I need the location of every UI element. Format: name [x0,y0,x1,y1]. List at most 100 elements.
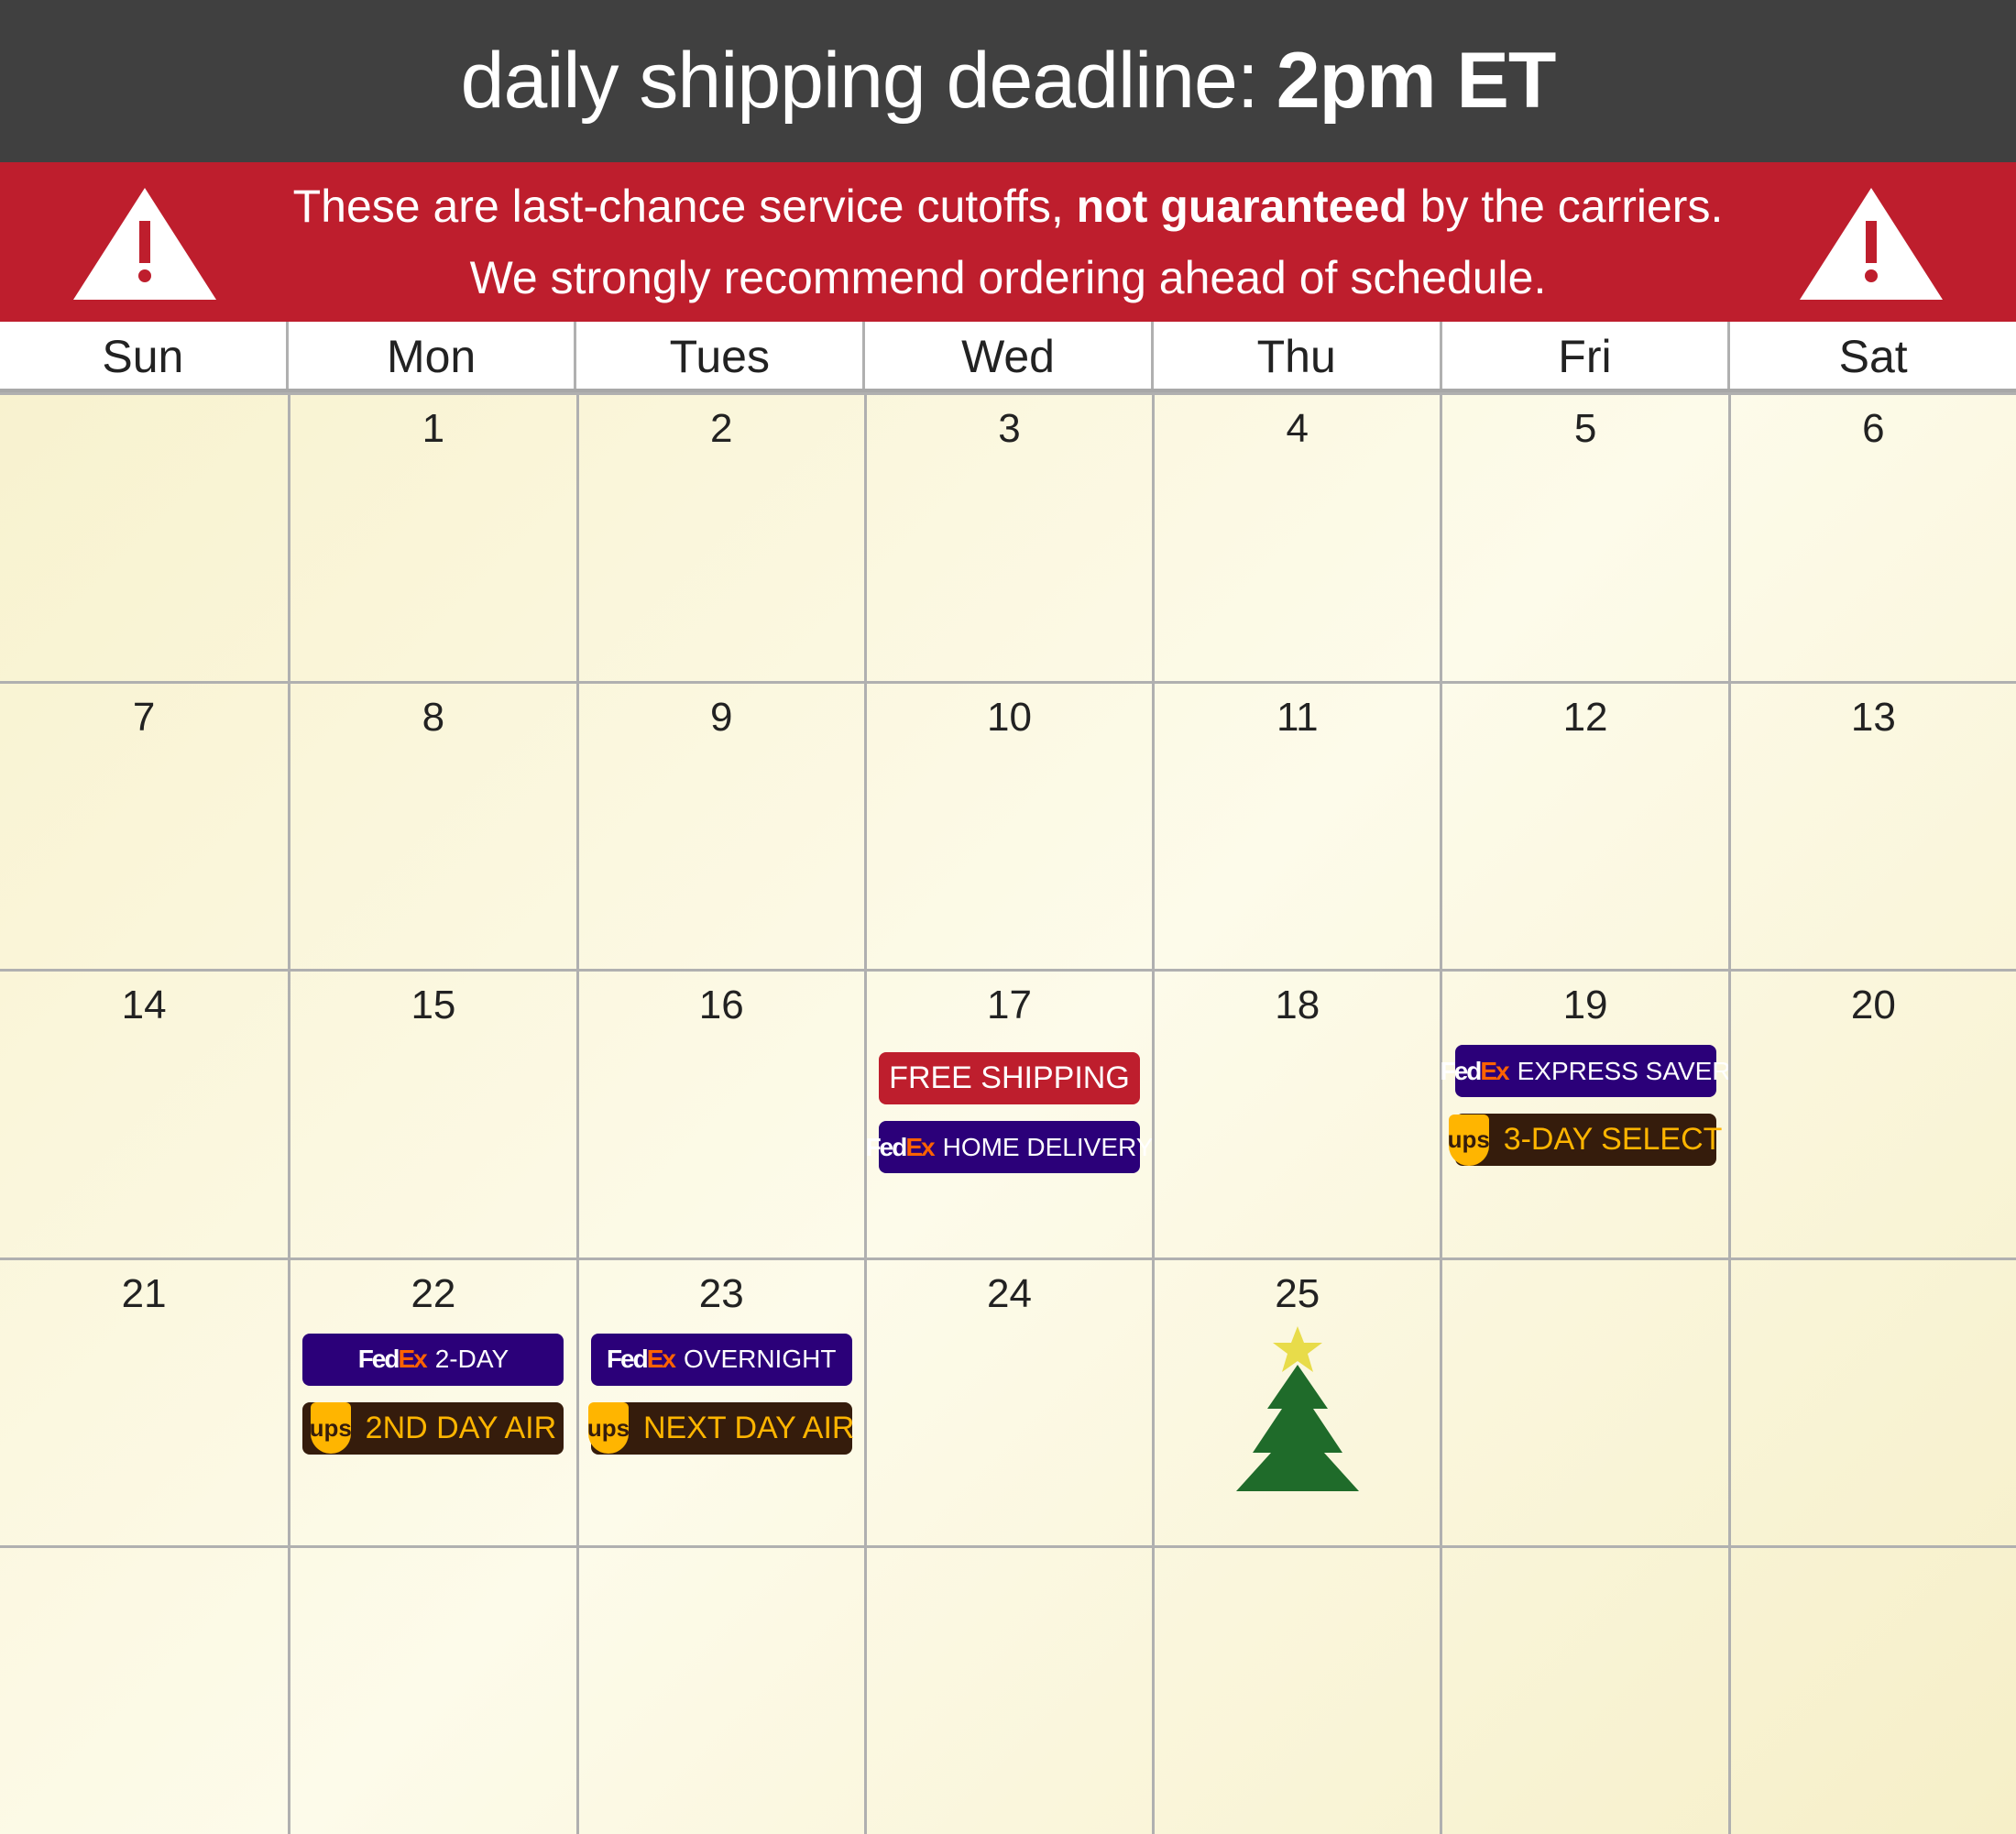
calendar-day [1440,1545,1728,1834]
day-number: 10 [987,694,1032,740]
fedex-service-badge: FedEx HOME DELIVERY [866,1121,1153,1174]
badge-label: 2ND DAY AIR [365,1410,557,1445]
warning-text: by the carriers. [1407,181,1724,232]
weekday-sat: Sat [1727,322,2016,389]
weekday-thu: Thu [1150,322,1440,389]
fedex-ex: Ex [1480,1056,1509,1085]
day-number: 19 [1562,983,1608,1028]
title-deadline: 2pm ET [1276,37,1557,125]
ups-service-badge: ups NEXT DAY AIR [587,1401,855,1455]
calendar-day: 16 [575,969,864,1257]
fedex-service-badge: FedEx OVERNIGHT [590,1333,852,1386]
day-number: 7 [132,694,156,740]
calendar-day [288,1545,576,1834]
free-service-badge: FREE SHIPPING [878,1052,1140,1105]
day-number: 12 [1562,694,1608,740]
calendar-day: 5 [1440,392,1728,681]
calendar-day: 20 [1727,969,2016,1257]
fedex-fed: Fed [1440,1056,1483,1085]
warning-line-2: We strongly recommend ordering ahead of … [469,252,1547,303]
fedex-ex: Ex [398,1345,427,1374]
calendar-day [1440,1257,1728,1546]
day-number: 21 [121,1270,167,1316]
day-number: 22 [411,1270,456,1316]
calendar-day: 21 [0,1257,289,1546]
day-number: 25 [1275,1270,1320,1316]
warning-banner: These are last-chance service cutoffs, n… [0,162,2016,322]
day-number: 20 [1850,983,1896,1028]
fedex-fed: Fed [357,1345,400,1374]
header-banner: daily shipping deadline: 2pm ET [0,0,2016,162]
ups-service-badge: ups 3-DAY SELECT [1448,1114,1722,1167]
fedex-logo-icon: FedEx [357,1345,428,1374]
badge-label: NEXT DAY AIR [642,1410,855,1445]
calendar-day: 11 [1152,680,1441,970]
warning-text: These are last-chance service cutoffs, [292,181,1077,232]
calendar-day: 18 [1152,969,1441,1257]
warning-triangle-icon [73,188,216,300]
calendar-day: 3 [863,392,1153,681]
day-number: 11 [1276,694,1319,740]
day-number: 6 [1862,406,1885,451]
calendar-day [1727,1545,2016,1834]
day-number: 1 [422,406,445,451]
badge-label: 2-DAY [434,1345,509,1374]
day-number: 2 [709,406,733,451]
fedex-logo-icon: FedEx [606,1345,676,1374]
weekday-mon: Mon [285,322,575,389]
calendar-day [0,1545,289,1834]
calendar-day: 1 [288,392,576,681]
fedex-fed: Fed [606,1345,649,1374]
warning-triangle-icon [1800,188,1943,300]
calendar-day [0,392,289,681]
warning-emphasis: not guaranteed [1076,181,1408,232]
calendar-day: 23 FedEx OVERNIGHT ups NEXT DAY AIR [575,1257,864,1546]
calendar-grid: 1 2 3 4 5 6 7 8 9 10 11 12 13 14 15 16 17 FREE SHIPPING Fe… [0,392,2016,1834]
calendar-day: 24 [863,1257,1153,1546]
ups-shield-icon: ups [1448,1114,1490,1166]
weekday-fri: Fri [1439,322,1728,389]
day-number: 16 [698,983,744,1028]
calendar-day: 15 [288,969,576,1257]
calendar-day: 8 [288,680,576,970]
calendar-day: 19 FedEx EXPRESS SAVER ups 3-DAY SELECT [1440,969,1731,1257]
day-number: 17 [987,983,1032,1028]
title-regular: daily shipping deadline: [460,37,1259,125]
calendar-day: 7 [0,680,289,970]
calendar-day: 9 [575,680,864,970]
fedex-service-badge: FedEx 2-DAY [302,1333,564,1386]
day-number: 4 [1286,406,1309,451]
ups-service-badge: ups 2ND DAY AIR [302,1401,564,1455]
day-number: 13 [1850,694,1896,740]
weekday-sun: Sun [102,331,184,382]
badge-label: FREE SHIPPING [889,1060,1130,1096]
weekday-tues: Tues [574,322,862,389]
day-number: 18 [1275,983,1320,1028]
day-number: 5 [1573,406,1597,451]
calendar-day [1727,1257,2016,1546]
calendar-day [1152,1545,1441,1834]
day-number: 9 [709,694,733,740]
calendar-day: 2 [575,392,864,681]
ups-shield-icon: ups [310,1402,352,1455]
day-number: 14 [121,983,167,1028]
calendar-day: 17 FREE SHIPPING FedEx HOME DELIVERY [863,969,1153,1257]
calendar-day [575,1545,864,1834]
day-number: 3 [998,406,1021,451]
day-number: 24 [987,1270,1032,1316]
fedex-ex: Ex [905,1132,935,1161]
calendar-day: 10 [863,680,1153,970]
weekday-header: Sun Mon Tues Wed Thu Fri Sat [0,322,2016,392]
fedex-service-badge: FedEx EXPRESS SAVER [1441,1045,1731,1098]
warning-line-1: These are last-chance service cutoffs, n… [0,170,2016,242]
badge-label: EXPRESS SAVER [1517,1056,1731,1085]
christmas-tree-icon [1235,1325,1359,1491]
fedex-ex: Ex [646,1345,676,1374]
calendar-day: 12 [1440,680,1728,970]
calendar-day: 6 [1727,392,2016,681]
badge-label: 3-DAY SELECT [1503,1122,1723,1158]
badge-label: OVERNIGHT [683,1345,837,1374]
fedex-logo-icon: FedEx [866,1132,936,1162]
calendar-day: 25 [1152,1257,1441,1546]
calendar-day: 4 [1152,392,1441,681]
